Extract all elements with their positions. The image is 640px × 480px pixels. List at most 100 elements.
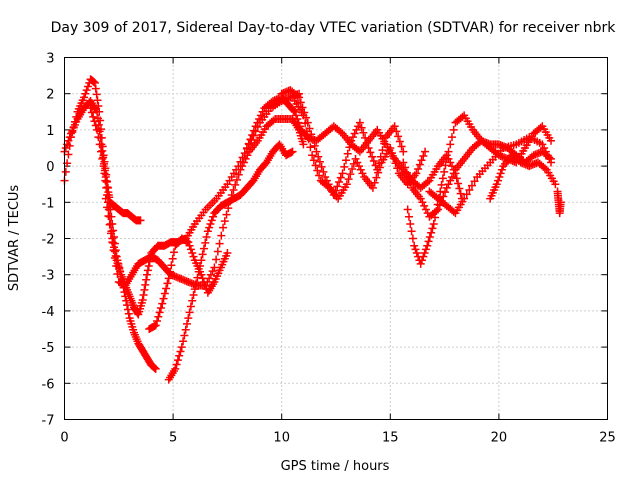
data-point xyxy=(87,108,96,117)
data-point xyxy=(99,153,108,162)
data-point xyxy=(239,158,248,167)
data-point xyxy=(190,285,199,294)
data-point xyxy=(244,139,253,148)
data-point xyxy=(100,169,109,178)
data-point xyxy=(153,317,162,326)
data-point xyxy=(428,224,437,233)
data-point xyxy=(241,154,250,163)
data-point xyxy=(185,241,194,250)
data-point xyxy=(171,364,180,373)
data-point xyxy=(143,266,152,275)
data-point xyxy=(307,130,316,139)
data-point xyxy=(94,133,103,142)
data-point xyxy=(319,167,328,176)
data-point xyxy=(458,112,467,121)
x-axis-label: GPS time / hours xyxy=(281,459,390,474)
data-point xyxy=(341,156,350,165)
data-point xyxy=(425,233,434,242)
data-point xyxy=(255,115,264,124)
data-point xyxy=(192,279,201,288)
data-point xyxy=(342,180,351,189)
data-point xyxy=(251,122,260,131)
data-point xyxy=(124,309,133,318)
data-point xyxy=(418,256,427,265)
data-point xyxy=(156,304,165,313)
data-point xyxy=(93,96,102,105)
data-point xyxy=(185,308,194,317)
data-point xyxy=(91,121,100,130)
y-tick-label: 0 xyxy=(46,160,54,175)
data-point xyxy=(98,154,107,163)
data-point xyxy=(293,91,302,100)
data-point xyxy=(345,143,354,152)
data-point xyxy=(299,111,308,120)
data-point xyxy=(299,140,308,149)
data-point xyxy=(494,176,503,185)
data-point xyxy=(412,169,421,178)
data-point xyxy=(253,118,262,127)
data-point xyxy=(167,261,176,270)
data-point xyxy=(423,178,432,187)
data-point xyxy=(492,180,501,189)
data-point xyxy=(407,227,416,236)
data-point xyxy=(351,154,360,163)
data-point xyxy=(446,176,455,185)
data-point xyxy=(151,321,160,330)
data-point xyxy=(65,133,74,142)
x-tick-label: 10 xyxy=(273,431,290,446)
data-point xyxy=(441,161,450,170)
data-point xyxy=(313,166,322,175)
data-point xyxy=(176,347,185,356)
data-point xyxy=(362,138,371,147)
data-point xyxy=(394,132,403,141)
satellite-track-3 xyxy=(86,89,304,319)
data-point xyxy=(347,136,356,145)
data-point xyxy=(416,259,425,268)
data-point xyxy=(198,250,207,259)
data-point xyxy=(344,175,353,184)
data-point xyxy=(361,133,370,142)
data-point xyxy=(432,206,441,215)
data-point xyxy=(446,158,455,167)
satellite-track-6 xyxy=(164,140,297,384)
data-point xyxy=(80,93,89,102)
data-point xyxy=(444,147,453,156)
data-point xyxy=(180,331,189,340)
satellite-track-14 xyxy=(553,187,565,218)
data-point xyxy=(208,267,217,276)
y-axis-label: SDTVAR / TECUs xyxy=(7,185,22,292)
data-point xyxy=(82,86,91,95)
data-point xyxy=(123,305,132,314)
data-point xyxy=(143,270,152,279)
data-point xyxy=(248,130,257,139)
data-point xyxy=(392,127,401,136)
data-point xyxy=(393,164,402,173)
data-point xyxy=(99,162,108,171)
data-point xyxy=(144,262,153,271)
data-point xyxy=(399,147,408,156)
x-tick-label: 20 xyxy=(491,431,508,446)
data-point xyxy=(199,277,208,286)
data-point xyxy=(470,177,479,186)
tick-labels: 0 5 10 15 20 25 -7 -6 -5 -4 -3 -2 -1 0 1 2 3 xyxy=(42,52,616,446)
data-point xyxy=(139,290,148,299)
data-point xyxy=(177,343,186,352)
data-point xyxy=(399,158,408,167)
data-point xyxy=(234,170,243,179)
data-point xyxy=(402,168,411,177)
data-point xyxy=(246,135,255,144)
data-point xyxy=(375,163,384,172)
data-point xyxy=(207,216,216,225)
data-point xyxy=(86,104,95,113)
data-point xyxy=(455,184,464,193)
data-point xyxy=(243,151,252,160)
data-point xyxy=(242,144,251,152)
data-point xyxy=(547,158,556,167)
data-point xyxy=(412,248,421,257)
data-point xyxy=(184,238,193,247)
data-point xyxy=(421,147,430,156)
data-point xyxy=(203,227,212,236)
data-point xyxy=(163,279,172,288)
data-point xyxy=(205,223,214,232)
